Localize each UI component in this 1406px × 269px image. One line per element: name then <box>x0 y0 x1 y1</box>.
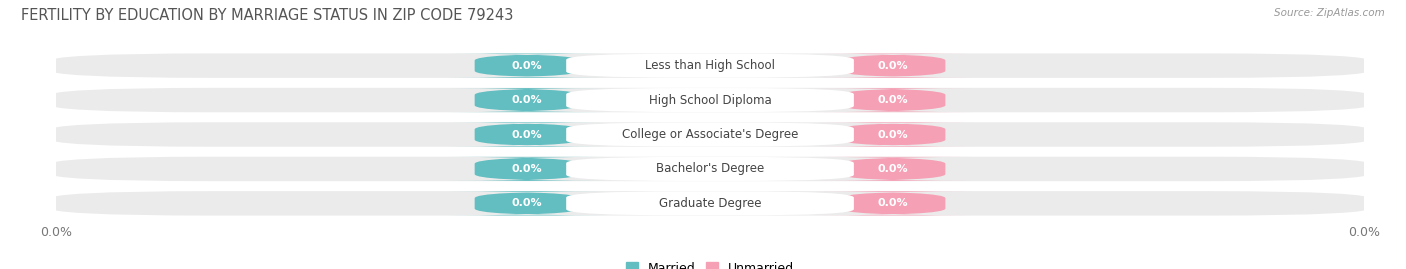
Text: High School Diploma: High School Diploma <box>648 94 772 107</box>
Text: Less than High School: Less than High School <box>645 59 775 72</box>
FancyBboxPatch shape <box>567 88 853 112</box>
FancyBboxPatch shape <box>46 122 1374 147</box>
Text: 0.0%: 0.0% <box>512 198 543 208</box>
Text: 0.0%: 0.0% <box>877 61 908 71</box>
FancyBboxPatch shape <box>449 54 606 78</box>
FancyBboxPatch shape <box>814 54 972 78</box>
FancyBboxPatch shape <box>814 157 972 181</box>
Text: College or Associate's Degree: College or Associate's Degree <box>621 128 799 141</box>
Text: Source: ZipAtlas.com: Source: ZipAtlas.com <box>1274 8 1385 18</box>
FancyBboxPatch shape <box>449 191 606 215</box>
Text: 0.0%: 0.0% <box>512 95 543 105</box>
FancyBboxPatch shape <box>567 191 853 215</box>
Legend: Married, Unmarried: Married, Unmarried <box>620 257 800 269</box>
Text: Graduate Degree: Graduate Degree <box>659 197 761 210</box>
Text: 0.0%: 0.0% <box>512 61 543 71</box>
FancyBboxPatch shape <box>449 157 606 181</box>
FancyBboxPatch shape <box>46 157 1374 181</box>
Text: 0.0%: 0.0% <box>877 95 908 105</box>
FancyBboxPatch shape <box>449 122 606 147</box>
FancyBboxPatch shape <box>814 191 972 215</box>
FancyBboxPatch shape <box>814 88 972 112</box>
FancyBboxPatch shape <box>814 122 972 147</box>
Text: FERTILITY BY EDUCATION BY MARRIAGE STATUS IN ZIP CODE 79243: FERTILITY BY EDUCATION BY MARRIAGE STATU… <box>21 8 513 23</box>
Text: 0.0%: 0.0% <box>512 164 543 174</box>
FancyBboxPatch shape <box>46 88 1374 112</box>
FancyBboxPatch shape <box>449 88 606 112</box>
Text: 0.0%: 0.0% <box>512 129 543 140</box>
FancyBboxPatch shape <box>567 122 853 147</box>
FancyBboxPatch shape <box>567 157 853 181</box>
Text: Bachelor's Degree: Bachelor's Degree <box>657 162 763 175</box>
Text: 0.0%: 0.0% <box>877 164 908 174</box>
FancyBboxPatch shape <box>46 54 1374 78</box>
FancyBboxPatch shape <box>567 54 853 78</box>
Text: 0.0%: 0.0% <box>877 129 908 140</box>
Text: 0.0%: 0.0% <box>877 198 908 208</box>
FancyBboxPatch shape <box>46 191 1374 215</box>
